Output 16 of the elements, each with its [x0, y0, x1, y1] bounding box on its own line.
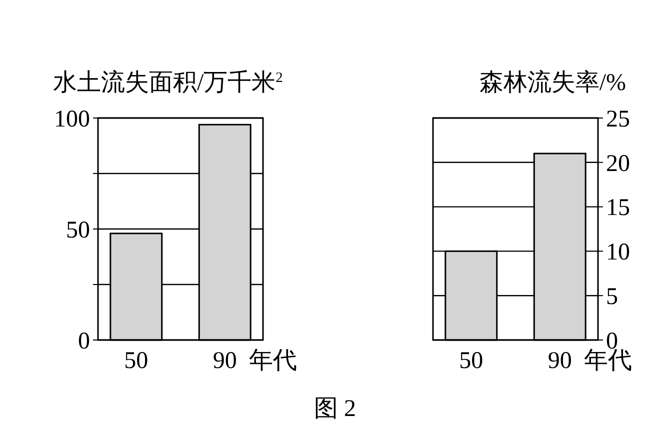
- y2-tick-label: 15: [606, 195, 630, 222]
- y2-tick-label: 25: [606, 106, 630, 132]
- y-tick-label: 100: [54, 106, 90, 132]
- y2-tick-label: 10: [606, 240, 630, 266]
- x-tick-label: 50: [124, 348, 148, 374]
- y2-tick-label: 5: [606, 284, 618, 310]
- y-tick-label: 0: [78, 328, 90, 354]
- caption: 图 2: [314, 396, 356, 422]
- y-tick-label: 50: [66, 217, 90, 244]
- x-tick-label: 90: [212, 348, 237, 374]
- x-tick-label: 90: [548, 348, 572, 374]
- x-tick-label: 50: [459, 348, 484, 374]
- y2-axis-title: 森林流失率/%: [479, 69, 626, 96]
- y-axis-title: 水土流失面积/万千米$^{2}$: [53, 69, 283, 96]
- y2-tick-label: 20: [606, 150, 630, 177]
- x-axis-title: 年代: [248, 348, 297, 374]
